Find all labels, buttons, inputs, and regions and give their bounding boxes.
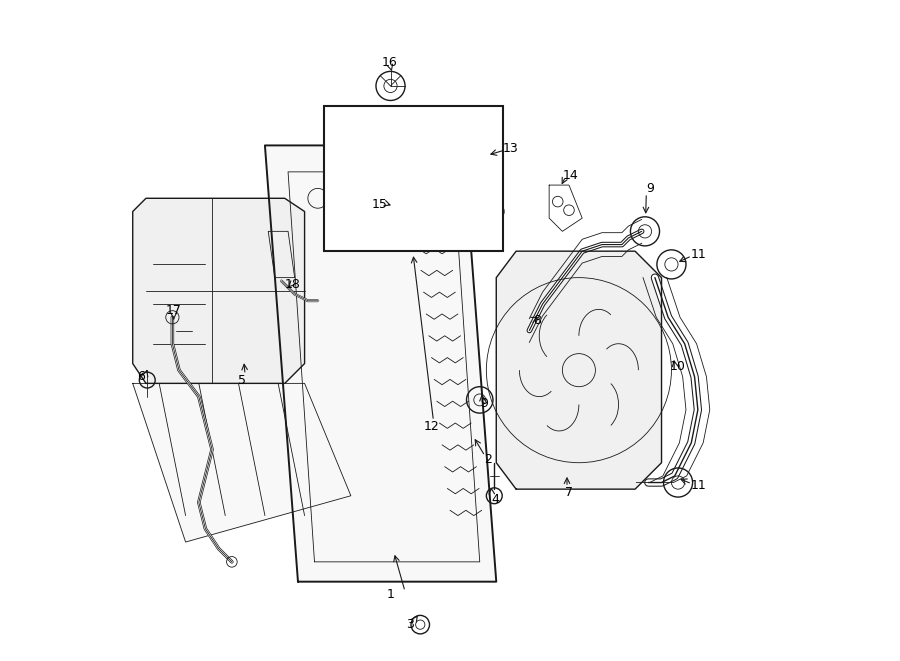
Polygon shape xyxy=(265,145,496,582)
Text: 10: 10 xyxy=(670,360,686,373)
Text: 17: 17 xyxy=(166,304,182,317)
Polygon shape xyxy=(132,383,351,542)
Text: 6: 6 xyxy=(137,370,145,383)
Text: 14: 14 xyxy=(562,169,578,182)
Text: 1: 1 xyxy=(387,588,394,602)
Text: 2: 2 xyxy=(484,453,492,466)
Polygon shape xyxy=(344,119,483,225)
Text: 3: 3 xyxy=(407,618,414,631)
Text: 18: 18 xyxy=(284,278,301,291)
Text: 5: 5 xyxy=(238,373,246,387)
Text: 9: 9 xyxy=(646,182,654,195)
Text: 4: 4 xyxy=(491,492,499,506)
Text: 9: 9 xyxy=(481,397,489,410)
Bar xyxy=(324,106,503,251)
Text: 7: 7 xyxy=(565,486,573,499)
Text: 11: 11 xyxy=(690,479,707,492)
Polygon shape xyxy=(132,198,304,383)
Text: 15: 15 xyxy=(372,198,387,212)
Polygon shape xyxy=(496,251,662,489)
Text: 16: 16 xyxy=(382,56,397,69)
Text: 11: 11 xyxy=(690,248,707,261)
Text: 12: 12 xyxy=(424,420,439,433)
Text: 13: 13 xyxy=(503,142,518,155)
Text: 8: 8 xyxy=(534,314,541,327)
